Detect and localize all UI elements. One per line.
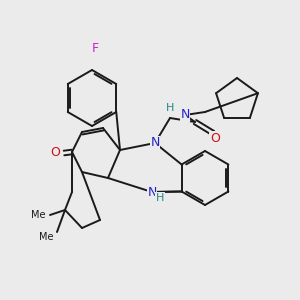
Text: Me: Me: [40, 232, 54, 242]
Text: O: O: [50, 146, 60, 160]
Text: Me: Me: [31, 210, 45, 220]
Text: F: F: [92, 41, 99, 55]
Text: N: N: [147, 185, 157, 199]
Text: N: N: [150, 136, 160, 149]
Text: H: H: [166, 103, 174, 113]
Text: O: O: [210, 131, 220, 145]
Text: N: N: [180, 109, 190, 122]
Text: H: H: [156, 193, 164, 203]
